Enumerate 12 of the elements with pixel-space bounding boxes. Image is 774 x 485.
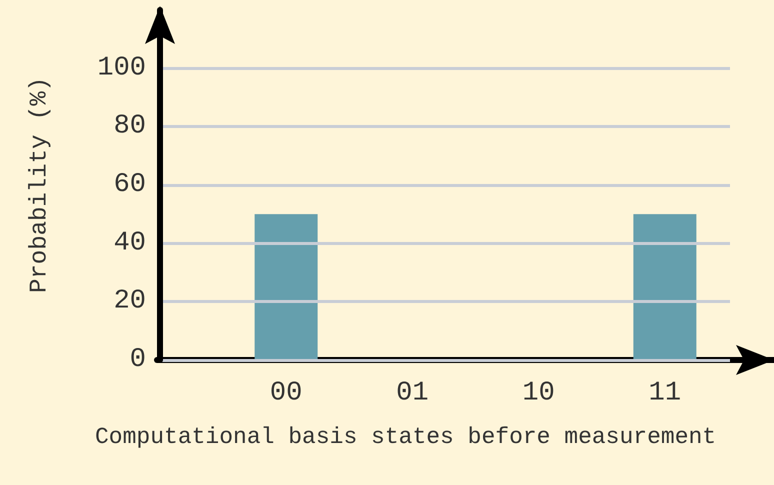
- x-tick-label: 01: [396, 378, 429, 408]
- x-tick-label: 00: [270, 378, 302, 408]
- y-tick-label: 20: [114, 286, 146, 317]
- y-tick-label: 40: [114, 228, 146, 258]
- x-tick-label: 11: [648, 378, 682, 408]
- x-axis-title: Computational basis states before measurement: [95, 424, 716, 450]
- y-axis-title: Probability (%): [26, 76, 54, 294]
- x-tick-label: 10: [522, 378, 555, 408]
- y-tick-label: 80: [114, 112, 146, 142]
- y-tick-label: 100: [97, 53, 146, 84]
- y-tick-label: 60: [114, 170, 146, 200]
- y-tick-label: 0: [130, 345, 146, 375]
